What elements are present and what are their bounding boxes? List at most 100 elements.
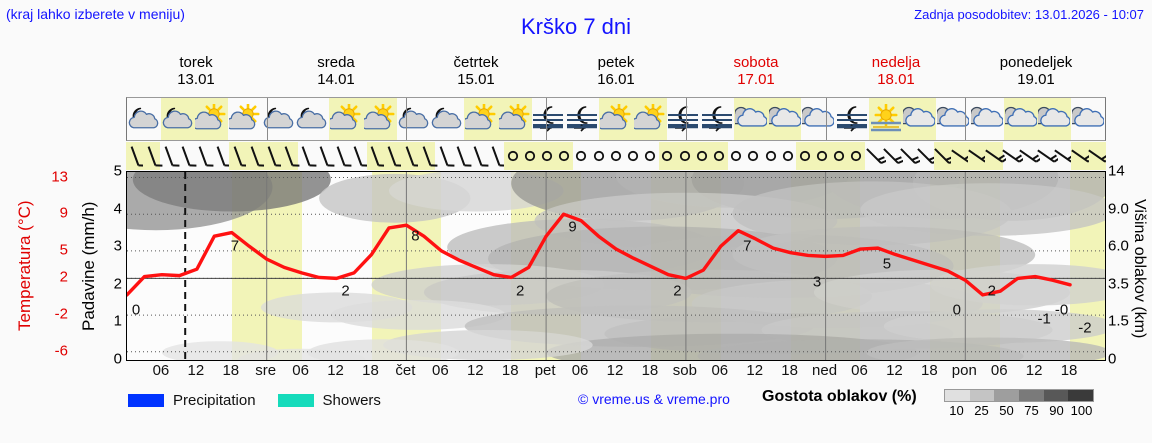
- time-tick-label: 06: [432, 362, 449, 379]
- cloud-density-tick: 50: [999, 403, 1014, 418]
- moon-fog-icon: [835, 98, 869, 140]
- cloud-density-tick: 90: [1049, 403, 1064, 418]
- wind-barb-icon: [383, 142, 403, 170]
- cloud-density-swatch: [1068, 390, 1094, 401]
- plot-canvas: [127, 172, 1105, 360]
- time-tick-label: 18: [781, 362, 798, 379]
- day-header-četrtek: četrtek 15.01: [406, 54, 546, 94]
- cloud-icon: [1037, 98, 1072, 140]
- time-tick-label: ned: [812, 362, 838, 379]
- wind-barb-icon: [418, 142, 438, 170]
- showers-legend-label: Showers: [322, 391, 381, 409]
- wind-barb-icon: [178, 142, 197, 170]
- time-tick-label: 18: [501, 362, 519, 379]
- precipitation-tick: 2: [113, 275, 122, 293]
- wind-calm-icon: [710, 142, 728, 170]
- precipitation-color-swatch: [128, 393, 164, 407]
- day-date: 14.01: [317, 71, 355, 89]
- wind-calm-icon: [779, 142, 796, 170]
- day-date: 13.01: [177, 71, 215, 89]
- day-date: 16.01: [597, 71, 635, 89]
- copyright-label[interactable]: © vreme.us & vreme.pro: [578, 391, 730, 407]
- cloud-density-swatch: [1019, 390, 1044, 401]
- time-tick-label: sob: [672, 362, 697, 379]
- time-axis-labels: 06 12 18 sre 06 12 18 čet 06 12 18 pet 06 12 18 sob 06 12…: [126, 362, 1106, 382]
- temperature-value-label: 7: [230, 237, 240, 255]
- wind-barb-icon: [470, 142, 489, 170]
- wind-calm-icon: [573, 142, 590, 170]
- temperature-value-label: 8: [411, 227, 420, 245]
- precipitation-axis-title: Padavine (mm/h): [79, 201, 98, 331]
- moon-cloud-icon: [127, 98, 161, 140]
- wind-barb-icon: [298, 142, 317, 170]
- last-updated-label: Zadnja posodobitev: 13.01.2026 - 10:07: [914, 7, 1144, 22]
- moon-fog-icon: [667, 98, 701, 140]
- temperature-value-label: 2: [516, 282, 525, 300]
- wind-calm-icon: [847, 142, 866, 170]
- temperature-value-label: 3: [812, 273, 822, 291]
- cloud-density-shading: [127, 172, 1105, 360]
- day-header-nedelja: nedelja 18.01: [826, 54, 966, 94]
- wind-barb-icon: [1036, 142, 1058, 170]
- sun-cloud-icon: [329, 98, 364, 140]
- wind-barb-icon: [899, 142, 921, 170]
- temperature-value-label: 9: [568, 218, 577, 236]
- showers-color-swatch: [277, 393, 314, 407]
- wind-barb-icon: [280, 142, 300, 170]
- wind-calm-icon: [693, 142, 711, 170]
- wind-barb-icon: [882, 142, 903, 170]
- temperature-tick: 9: [59, 204, 68, 222]
- cloud-height-tick: 0: [1108, 350, 1117, 368]
- wind-barb-icon: [195, 142, 214, 170]
- cloud-height-tick: 3.5: [1108, 275, 1129, 293]
- time-tick-label: 12: [466, 362, 484, 379]
- temperature-value-label: -1: [1037, 310, 1051, 328]
- day-separator: [965, 98, 967, 140]
- cloud-density-color-scale: [944, 389, 1094, 402]
- cloud-height-tick: 14: [1108, 162, 1125, 180]
- cloud-icon: [1003, 98, 1038, 140]
- time-tick-label: 06: [990, 362, 1008, 379]
- sun-cloud-icon: [599, 98, 633, 140]
- wind-barb-icon: [1002, 142, 1024, 170]
- moon-cloud-icon: [262, 98, 296, 140]
- day-name: nedelja: [871, 54, 921, 71]
- time-tick-label: 18: [222, 362, 240, 379]
- time-tick-label: 18: [362, 362, 379, 379]
- day-separator: [825, 98, 827, 140]
- temperature-value-label: 7: [743, 237, 752, 255]
- temperature-value-label: 2: [673, 282, 682, 300]
- cloud-icon: [970, 98, 1004, 140]
- location-menu-note: (kraj lahko izberete v meniju): [6, 6, 185, 22]
- cloud-height-tick: 6.0: [1108, 237, 1129, 255]
- cloud-density-swatch: [994, 390, 1020, 401]
- day-name: sreda: [317, 54, 355, 71]
- time-tick-label: 06: [571, 362, 589, 379]
- sun-cloud-icon: [228, 98, 262, 140]
- cloud-density-tick: 25: [974, 403, 989, 418]
- moon-cloud-icon: [397, 98, 431, 140]
- day-separator: [406, 98, 408, 140]
- day-header-strip: torek 13.01 sreda 14.01 četrtek 15.01 petek 16.…: [126, 54, 1106, 94]
- wind-barb-icon: [1088, 142, 1106, 170]
- sun-cloud-icon: [194, 98, 229, 140]
- day-header-torek: torek 13.01: [126, 54, 266, 94]
- temperature-value-label: -2: [1078, 319, 1092, 337]
- wind-calm-icon: [538, 142, 556, 170]
- temperature-tick: 13: [51, 168, 68, 185]
- wind-calm-icon: [555, 142, 573, 170]
- cloud-icon: [936, 98, 970, 140]
- temperature-value-label: 5: [882, 255, 892, 273]
- day-separator: [546, 98, 548, 140]
- wind-barb-icon: [435, 142, 455, 170]
- temperature-axis-title: Temperatura (°C): [15, 200, 34, 332]
- cloud-density-tick: 75: [1024, 403, 1039, 418]
- wind-barb-icon: [160, 142, 180, 170]
- wind-calm-icon: [728, 142, 745, 170]
- day-name: sobota: [733, 54, 779, 71]
- cloud-icon: [1071, 98, 1105, 140]
- sun-fog-icon: [868, 98, 903, 140]
- cloud-density-swatch: [969, 390, 995, 401]
- legend-precipitation: Precipitation Showers: [128, 389, 403, 411]
